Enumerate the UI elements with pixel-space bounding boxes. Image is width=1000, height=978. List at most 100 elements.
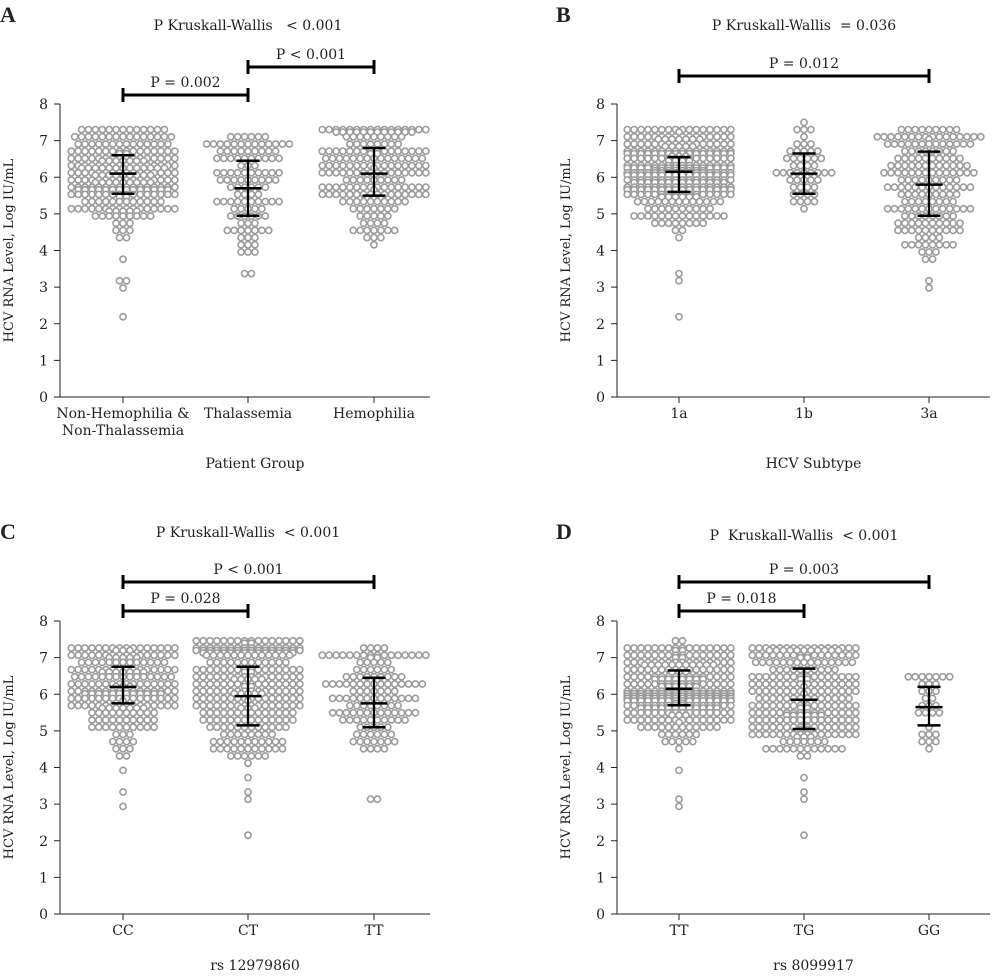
x-tick-label: TT <box>365 923 385 939</box>
data-point <box>101 723 110 732</box>
data-point <box>848 658 857 667</box>
data-point <box>376 680 385 688</box>
data-point <box>119 744 127 753</box>
data-point <box>387 183 396 192</box>
data-point <box>226 168 235 177</box>
data-point <box>810 651 819 660</box>
data-point <box>630 190 638 199</box>
data-point <box>101 190 110 199</box>
data-point <box>383 204 392 213</box>
data-point <box>163 190 172 199</box>
data-point <box>394 197 402 206</box>
data-point <box>831 716 839 724</box>
data-point <box>726 132 735 141</box>
data-point <box>366 219 375 228</box>
data-point <box>77 658 86 667</box>
y-tick-label: 3 <box>596 280 605 296</box>
data-point <box>661 737 670 746</box>
data-point <box>762 672 770 681</box>
data-point <box>706 665 714 674</box>
data-point <box>824 651 832 660</box>
data-point <box>202 651 211 660</box>
data-point <box>81 694 89 703</box>
data-point <box>264 744 273 753</box>
data-point <box>88 204 96 213</box>
data-point <box>212 665 221 674</box>
data-point <box>363 680 371 688</box>
data-point <box>338 651 347 660</box>
data-point <box>84 132 93 141</box>
data-point <box>250 248 259 256</box>
data-point <box>163 701 172 710</box>
data-point <box>907 197 916 206</box>
data-point <box>325 168 333 177</box>
data-point <box>397 694 406 703</box>
data-point <box>630 212 638 220</box>
data-point <box>387 730 396 739</box>
data-point <box>254 730 263 739</box>
data-point <box>359 644 368 652</box>
data-point <box>834 658 843 667</box>
data-point <box>352 716 361 724</box>
data-point <box>782 651 791 660</box>
data-point <box>281 694 290 703</box>
data-point <box>321 154 330 163</box>
data-point <box>199 694 208 703</box>
data-point <box>212 680 221 688</box>
data-point <box>88 154 96 163</box>
data-point <box>366 716 375 724</box>
data-point <box>156 694 165 703</box>
data-point <box>793 125 801 134</box>
data-point <box>271 176 280 184</box>
data-point <box>748 701 757 710</box>
data-point <box>387 147 396 156</box>
data-point <box>88 651 96 660</box>
data-point <box>786 176 795 184</box>
comparison-bracket: P = 0.012 <box>677 56 931 83</box>
data-point <box>281 680 290 688</box>
data-point <box>244 759 252 768</box>
data-point <box>637 125 645 134</box>
data-point <box>146 125 155 134</box>
data-point <box>394 716 402 724</box>
data-point <box>192 636 201 645</box>
data-point <box>671 204 680 213</box>
chart-title: P Kruskall-Wallis < 0.001 <box>154 18 343 34</box>
data-point <box>288 672 297 681</box>
data-point <box>170 665 179 674</box>
data-point <box>755 644 763 652</box>
data-point <box>237 219 245 228</box>
data-point <box>851 730 860 739</box>
data-point <box>81 197 89 206</box>
data-point <box>657 125 666 134</box>
data-point <box>914 708 923 717</box>
data-point <box>644 140 652 148</box>
data-point <box>383 658 392 667</box>
data-point <box>125 132 134 141</box>
data-point <box>873 132 882 141</box>
data-point <box>644 125 652 134</box>
data-point <box>904 183 913 192</box>
data-point <box>956 154 964 163</box>
data-point <box>356 708 365 717</box>
data-point <box>150 694 158 703</box>
data-point <box>928 226 937 235</box>
data-point <box>845 694 853 703</box>
data-point <box>942 168 951 177</box>
data-point <box>657 716 666 724</box>
y-tick-label: 7 <box>39 651 48 667</box>
data-point <box>633 197 642 206</box>
data-point <box>813 147 822 156</box>
data-point <box>156 680 165 688</box>
data-point <box>390 132 399 141</box>
data-point <box>254 190 263 199</box>
data-point <box>192 672 201 681</box>
data-point <box>112 132 120 141</box>
data-point <box>370 737 378 746</box>
data-point <box>706 672 714 681</box>
data-point <box>932 737 940 746</box>
data-point <box>67 651 76 660</box>
data-point <box>237 226 245 235</box>
data-point <box>949 168 957 177</box>
data-point <box>101 644 110 652</box>
